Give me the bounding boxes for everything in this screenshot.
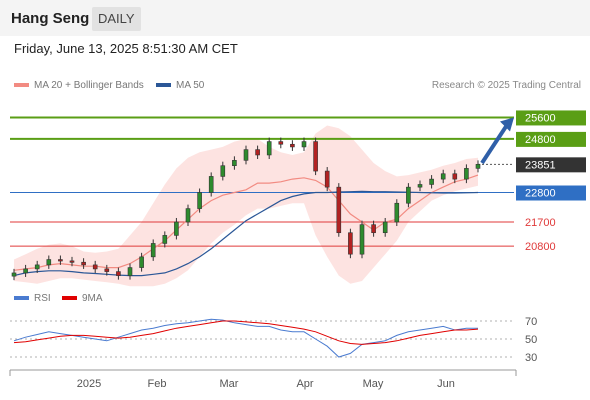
- candle-body: [185, 208, 191, 223]
- candle-body: [313, 141, 318, 172]
- rsi-tick-label: 30: [525, 352, 537, 364]
- forecast-arrow-head: [500, 117, 514, 132]
- candle-body: [58, 259, 63, 262]
- x-tick-label: Mar: [220, 378, 239, 390]
- candle-body: [34, 264, 40, 270]
- candle-body: [336, 186, 342, 234]
- x-tick-label: Feb: [148, 378, 167, 390]
- level-tag-23851: [516, 157, 586, 173]
- candle-body: [429, 178, 434, 185]
- ma20-line: [13, 174, 479, 271]
- level-label-23851: 23851: [525, 159, 556, 171]
- level-tag-25600: [516, 110, 586, 126]
- x-tick-label: 2025: [77, 378, 101, 390]
- ma50-line: [13, 190, 479, 277]
- level-tag-24800: [516, 131, 586, 147]
- candle-body: [382, 221, 388, 234]
- legend-bollinger: MA 20 + Bollinger Bands: [14, 80, 144, 91]
- candle-body: [371, 224, 376, 234]
- candle-body: [116, 271, 121, 276]
- legend-rsi: RSI: [14, 293, 51, 304]
- level-label-21700: 21700: [525, 217, 556, 229]
- research-credit: Research © 2025 Trading Central: [431, 80, 581, 91]
- candle-body: [81, 261, 86, 266]
- candle-body: [104, 268, 110, 272]
- candle-body: [324, 170, 330, 188]
- candle-body: [290, 143, 295, 148]
- rsi-line: [13, 318, 478, 358]
- candle-body: [452, 173, 458, 180]
- candle-body: [232, 160, 237, 167]
- candle-body: [23, 268, 28, 274]
- candle-body: [348, 232, 353, 255]
- level-label-20800: 20800: [525, 241, 556, 253]
- chart-header: Hang Seng DAILY: [0, 0, 590, 36]
- level-label-24800: 24800: [525, 134, 556, 146]
- candle-body: [220, 165, 226, 177]
- forecast-arrow-shaft: [480, 122, 510, 165]
- candle-body: [464, 168, 469, 180]
- candles-group: [11, 137, 481, 281]
- legend-bollinger-label: MA 20 + Bollinger Bands: [34, 80, 144, 91]
- legend-9ma: 9MA: [62, 293, 103, 304]
- rsi-tick-label: 70: [525, 316, 537, 328]
- candle-body: [208, 176, 214, 193]
- candle-body: [150, 243, 156, 258]
- candle-body: [266, 141, 272, 156]
- candle-body: [69, 260, 75, 263]
- candle-body: [417, 184, 423, 188]
- candle-body: [255, 149, 260, 156]
- x-tick-label: Apr: [296, 378, 313, 390]
- legend-bollinger-swatch: [14, 83, 29, 88]
- legend-9ma-swatch: [62, 296, 77, 301]
- level-tag-22800: [516, 185, 586, 201]
- rsi-9ma-line: [13, 320, 479, 345]
- candle-body: [197, 192, 202, 209]
- legend-ma50: MA 50: [156, 80, 204, 91]
- candle-body: [92, 264, 98, 270]
- timestamp: Friday, June 13, 2025 8:51:30 AM CET: [14, 41, 238, 56]
- candle-body: [127, 267, 133, 276]
- interval-badge[interactable]: DAILY: [92, 7, 141, 31]
- legend-ma50-label: MA 50: [176, 80, 205, 91]
- level-label-25600: 25600: [525, 112, 556, 124]
- instrument-title: Hang Seng: [11, 10, 90, 27]
- candle-body: [440, 173, 446, 180]
- rsi-tick-label: 50: [525, 334, 537, 346]
- candle-body: [394, 202, 400, 223]
- level-label-22800: 22800: [525, 188, 556, 200]
- x-tick-label: May: [363, 378, 384, 390]
- candle-body: [406, 186, 411, 204]
- legend-9ma-label: 9MA: [82, 293, 103, 304]
- candle-body: [301, 141, 307, 148]
- legend-rsi-label: RSI: [34, 293, 51, 304]
- candle-body: [46, 259, 52, 266]
- legend-rsi-swatch: [14, 296, 29, 301]
- candle-body: [174, 221, 179, 236]
- candle-body: [243, 149, 249, 161]
- legend-ma50-swatch: [156, 83, 171, 88]
- x-tick-label: Jun: [437, 378, 455, 390]
- candle-body: [475, 164, 481, 169]
- candle-body: [162, 235, 168, 244]
- candle-body: [278, 141, 284, 145]
- candle-body: [139, 256, 144, 268]
- candle-body: [359, 224, 365, 255]
- candle-body: [11, 272, 17, 277]
